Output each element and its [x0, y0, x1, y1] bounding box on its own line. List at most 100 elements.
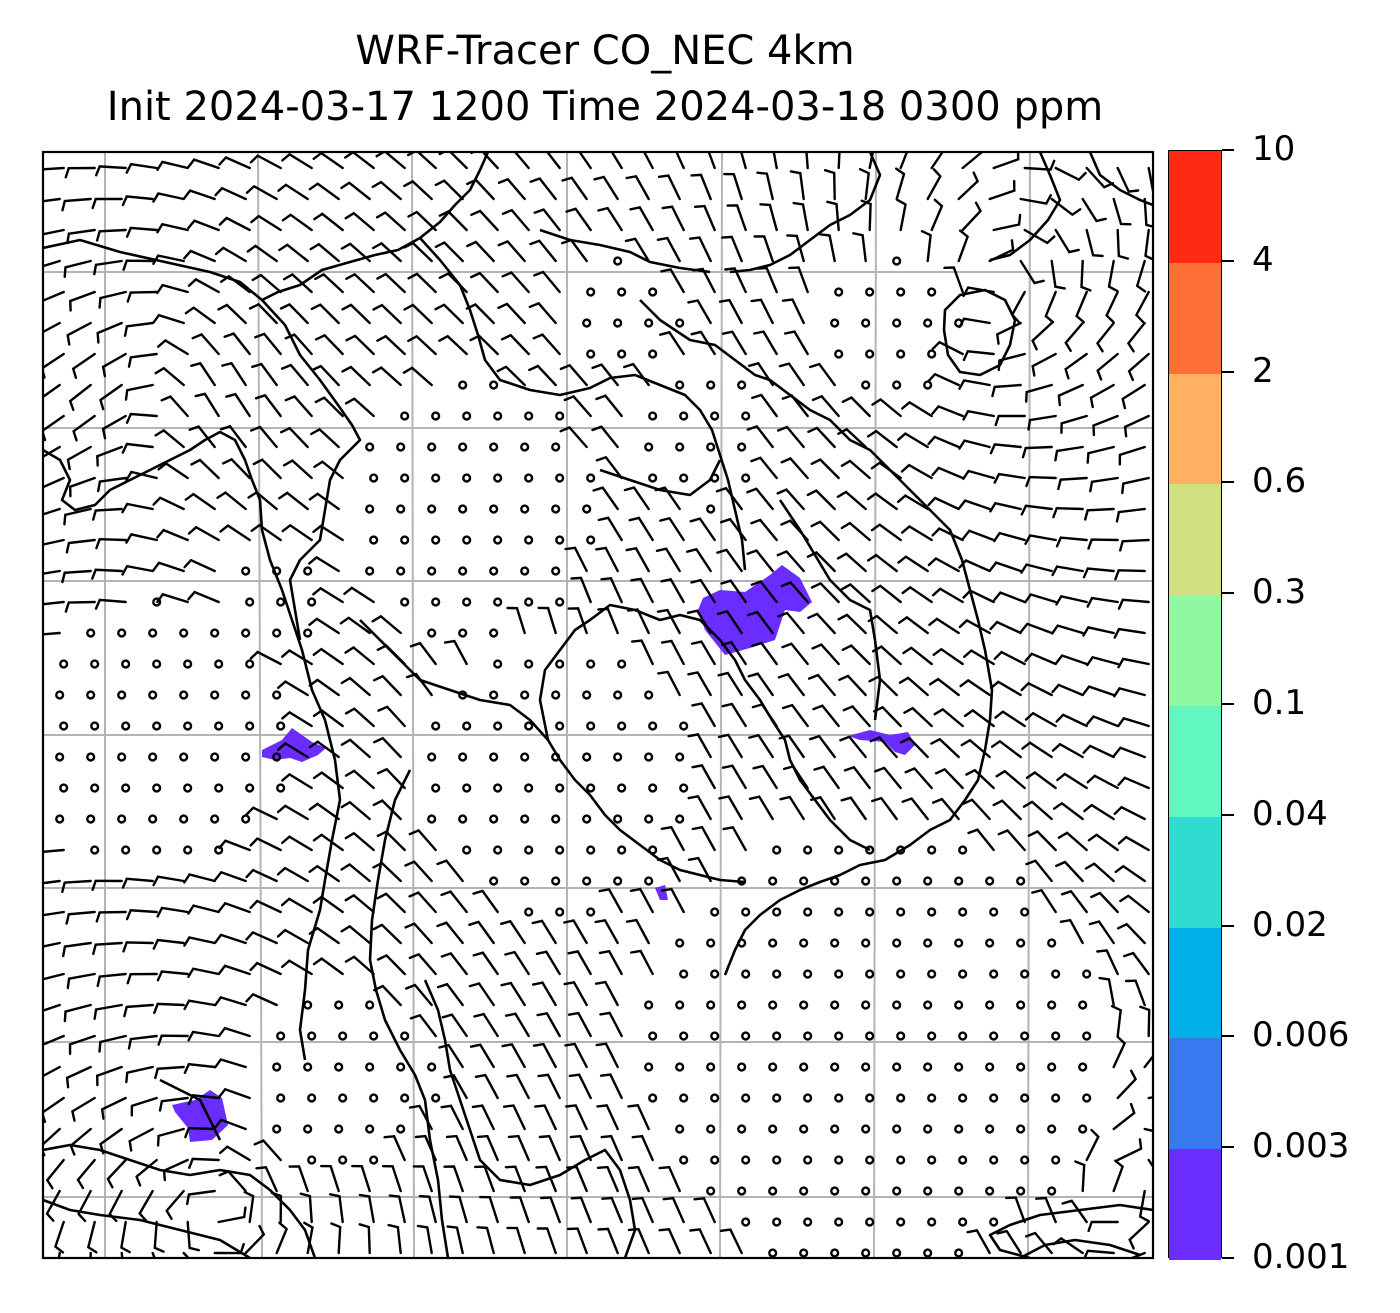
- wind-barb: [414, 1134, 437, 1162]
- calm-wind-marker: [617, 721, 627, 731]
- calm-wind-marker: [1082, 1031, 1092, 1041]
- wind-barb: [127, 352, 158, 368]
- wind-barb: [371, 180, 402, 201]
- wind-barb: [565, 207, 592, 232]
- wind-barb: [282, 273, 313, 294]
- calm-wind-marker: [365, 1000, 375, 1010]
- wind-barb: [282, 459, 313, 480]
- calm-wind-marker: [927, 845, 937, 855]
- calm-wind-marker: [834, 969, 844, 979]
- wind-barb: [277, 742, 309, 759]
- wind-barb: [219, 524, 251, 542]
- calm-wind-marker: [865, 907, 875, 917]
- wind-barb: [1024, 593, 1057, 604]
- calm-wind-marker: [183, 783, 193, 793]
- wind-barb: [243, 1190, 255, 1224]
- calm-wind-marker: [803, 1217, 813, 1227]
- wind-barb: [96, 445, 123, 467]
- wind-barb: [388, 1194, 406, 1224]
- wind-barb: [930, 198, 944, 232]
- calm-wind-marker: [524, 411, 534, 421]
- wind-barb: [927, 372, 960, 387]
- calm-wind-marker: [152, 721, 162, 731]
- calm-wind-marker: [927, 1031, 937, 1041]
- calm-wind-marker: [458, 628, 468, 638]
- colorbar-label: 0.02: [1252, 904, 1328, 945]
- wind-barb: [539, 1196, 561, 1224]
- wind-barb: [95, 165, 127, 177]
- wind-barb: [838, 674, 867, 697]
- calm-wind-marker: [369, 1031, 379, 1041]
- wind-barb: [818, 233, 836, 263]
- wind-barb: [596, 1104, 619, 1131]
- calm-wind-marker: [520, 876, 530, 886]
- wind-barb: [1027, 830, 1057, 852]
- wind-barb: [249, 650, 282, 666]
- calm-wind-marker: [772, 1217, 782, 1227]
- wind-barb: [277, 680, 309, 697]
- wind-barb: [1055, 594, 1088, 606]
- calm-wind-marker: [958, 1093, 968, 1103]
- calm-wind-marker: [617, 783, 627, 793]
- wind-barb: [156, 160, 189, 172]
- wind-barb: [120, 1220, 131, 1254]
- wind-barb: [218, 1170, 247, 1193]
- wind-barb: [156, 283, 189, 295]
- wind-barb: [344, 707, 375, 728]
- wind-barb: [903, 706, 933, 728]
- wind-barb: [1081, 197, 1107, 223]
- wind-barb: [187, 1030, 220, 1042]
- calm-wind-marker: [679, 411, 689, 421]
- calm-wind-marker: [489, 814, 499, 824]
- calm-wind-marker: [148, 752, 158, 762]
- wind-barb: [869, 736, 898, 759]
- wind-barb: [1025, 383, 1053, 403]
- wind-barb: [219, 424, 247, 449]
- wind-barb: [570, 576, 592, 604]
- calm-wind-marker: [834, 1155, 844, 1165]
- wind-barb: [501, 271, 530, 294]
- wind-barb: [719, 1228, 743, 1255]
- calm-wind-marker: [1020, 1031, 1030, 1041]
- wind-barb: [720, 579, 747, 604]
- wind-barb: [1019, 194, 1052, 205]
- wind-barb: [858, 168, 870, 201]
- wind-barb: [625, 174, 650, 201]
- wind-barb: [284, 333, 313, 356]
- wind-barb: [314, 333, 344, 356]
- wind-barb: [994, 414, 1026, 427]
- wind-barb: [188, 1157, 220, 1169]
- wind-barb: [125, 1065, 154, 1084]
- wind-barb: [441, 1013, 468, 1038]
- wind-barb: [996, 321, 1022, 345]
- wind-barb: [43, 290, 65, 302]
- wind-barb: [1051, 742, 1084, 759]
- wind-barb: [1051, 683, 1084, 697]
- wind-barb: [687, 299, 712, 325]
- calm-wind-marker: [989, 907, 999, 917]
- calm-wind-marker: [706, 938, 716, 948]
- wind-barb: [660, 639, 685, 666]
- calm-wind-marker: [710, 907, 720, 917]
- wind-barb: [312, 833, 344, 852]
- wind-barb: [157, 1034, 189, 1046]
- wind-barb: [1126, 321, 1146, 353]
- wind-barb: [255, 1166, 278, 1193]
- wind-barb: [746, 424, 774, 449]
- calm-wind-marker: [458, 380, 468, 390]
- wind-barb: [1138, 1189, 1150, 1223]
- calm-wind-marker: [55, 690, 65, 700]
- calm-wind-marker: [989, 1217, 999, 1227]
- wind-barb: [779, 795, 805, 821]
- wind-barb: [1064, 352, 1088, 380]
- calm-wind-marker: [59, 659, 69, 669]
- wind-barb: [474, 1073, 499, 1100]
- wind-barb: [624, 237, 650, 263]
- wind-barb: [77, 1189, 92, 1223]
- wind-barb: [445, 1134, 468, 1162]
- calm-wind-marker: [737, 1000, 747, 1010]
- wind-barb: [377, 705, 406, 728]
- wind-barb: [253, 1139, 282, 1162]
- calm-wind-marker: [617, 287, 627, 297]
- calm-wind-marker: [772, 845, 782, 855]
